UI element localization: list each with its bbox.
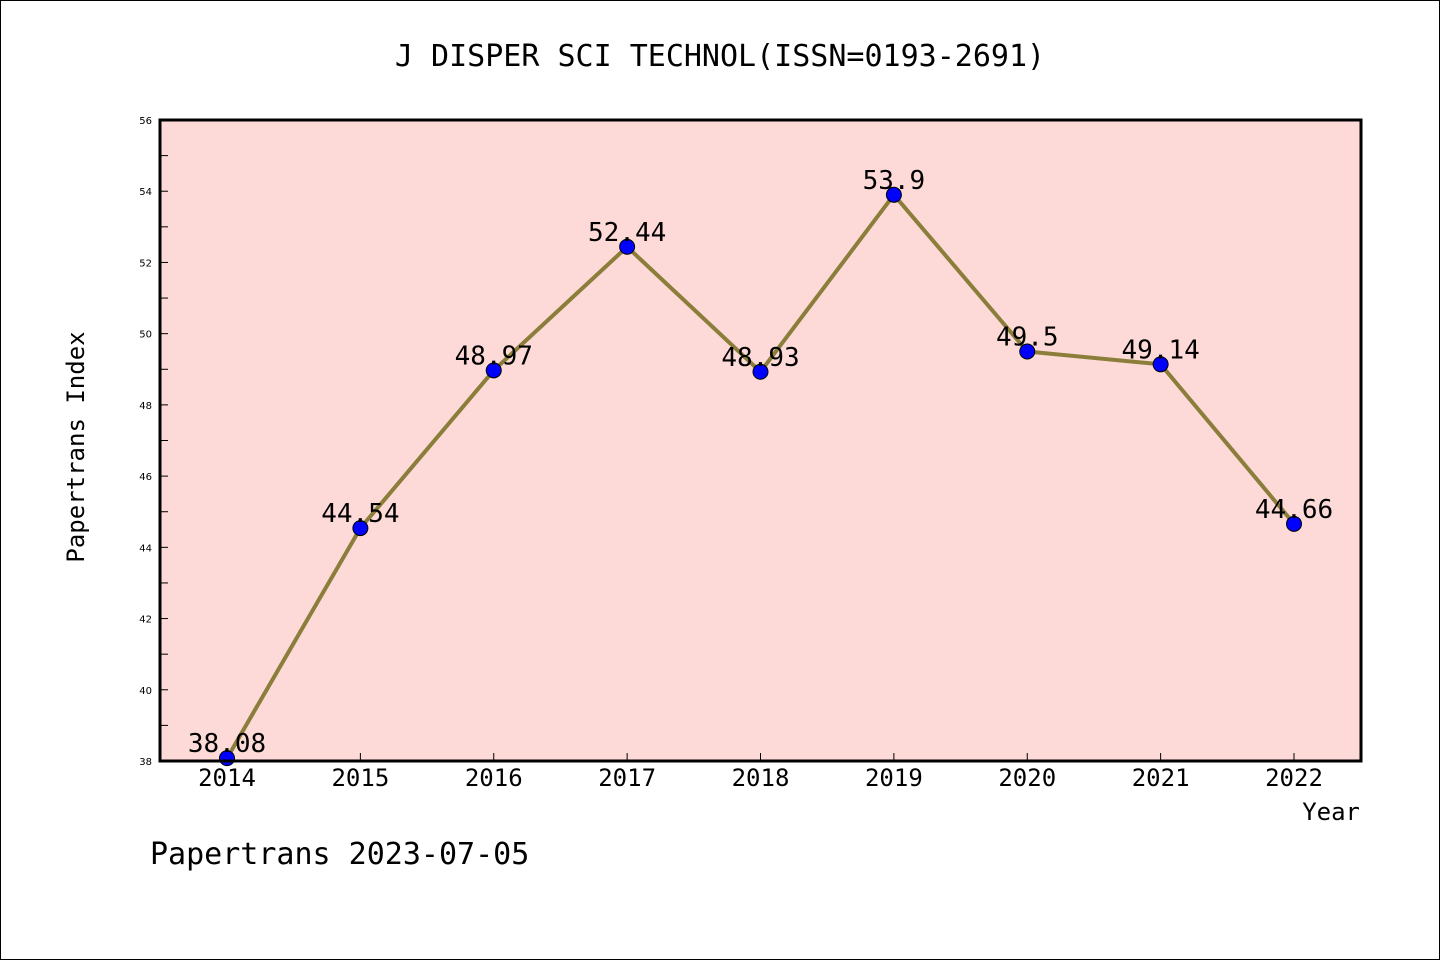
data-label-2018: 48.93 (721, 343, 799, 373)
data-point-2021 (1152, 356, 1169, 373)
data-labels: 38.08 44.54 48.97 52.44 48.93 53.9 49.5 49.14 44… (188, 166, 1333, 759)
data-label-2021: 49.14 (1121, 335, 1199, 365)
data-label-2017: 52.44 (588, 218, 666, 248)
data-point-2017 (619, 238, 636, 255)
y-tick-label: 54 (139, 187, 152, 198)
x-axis-ticks: 2014 2015 2016 2017 2018 2019 2020 2021 2022 (198, 753, 1323, 792)
data-point-2016 (485, 362, 502, 379)
y-tick-label: 42 (139, 615, 152, 626)
x-axis-label: Year (1302, 798, 1360, 826)
x-tick-label: 2019 (865, 764, 923, 792)
x-tick-label: 2015 (331, 764, 389, 792)
x-tick-label: 2022 (1265, 764, 1323, 792)
footer-date-text: Papertrans 2023-07-05 (150, 837, 529, 872)
x-tick-label: 2017 (598, 764, 656, 792)
y-tick-label: 50 (139, 330, 152, 341)
data-label-2019: 53.9 (863, 166, 926, 196)
data-point-2015 (352, 520, 369, 537)
data-label-2014: 38.08 (188, 729, 266, 759)
y-tick-label: 44 (139, 543, 152, 554)
plot-area (160, 120, 1361, 761)
x-tick-label: 2016 (465, 764, 523, 792)
y-tick-label: 38 (139, 757, 152, 768)
x-tick-label: 2020 (998, 764, 1056, 792)
chart-title: J DISPER SCI TECHNOL(ISSN=0193-2691) (395, 39, 1045, 74)
x-tick-label: 2018 (732, 764, 790, 792)
x-tick-label: 2014 (198, 764, 256, 792)
y-axis-ticks: 38 40 42 44 46 48 50 52 54 56 (139, 116, 168, 768)
data-label-2020: 49.5 (996, 322, 1059, 352)
y-tick-label: 48 (139, 401, 152, 412)
data-label-2016: 48.97 (455, 341, 533, 371)
y-tick-label: 52 (139, 258, 152, 269)
data-point-2020 (1019, 343, 1036, 360)
y-tick-label: 56 (139, 116, 152, 127)
plot-border (158, 118, 1363, 763)
y-tick-label: 46 (139, 472, 152, 483)
data-label-2022: 44.66 (1255, 495, 1333, 525)
data-point-2019 (885, 186, 902, 203)
data-point-2018 (752, 363, 769, 380)
data-point-2022 (1286, 515, 1302, 532)
y-axis-label: Papertrans Index (62, 331, 90, 562)
y-tick-label: 40 (139, 686, 152, 697)
data-label-2015: 44.54 (321, 499, 399, 529)
x-tick-label: 2021 (1132, 764, 1190, 792)
